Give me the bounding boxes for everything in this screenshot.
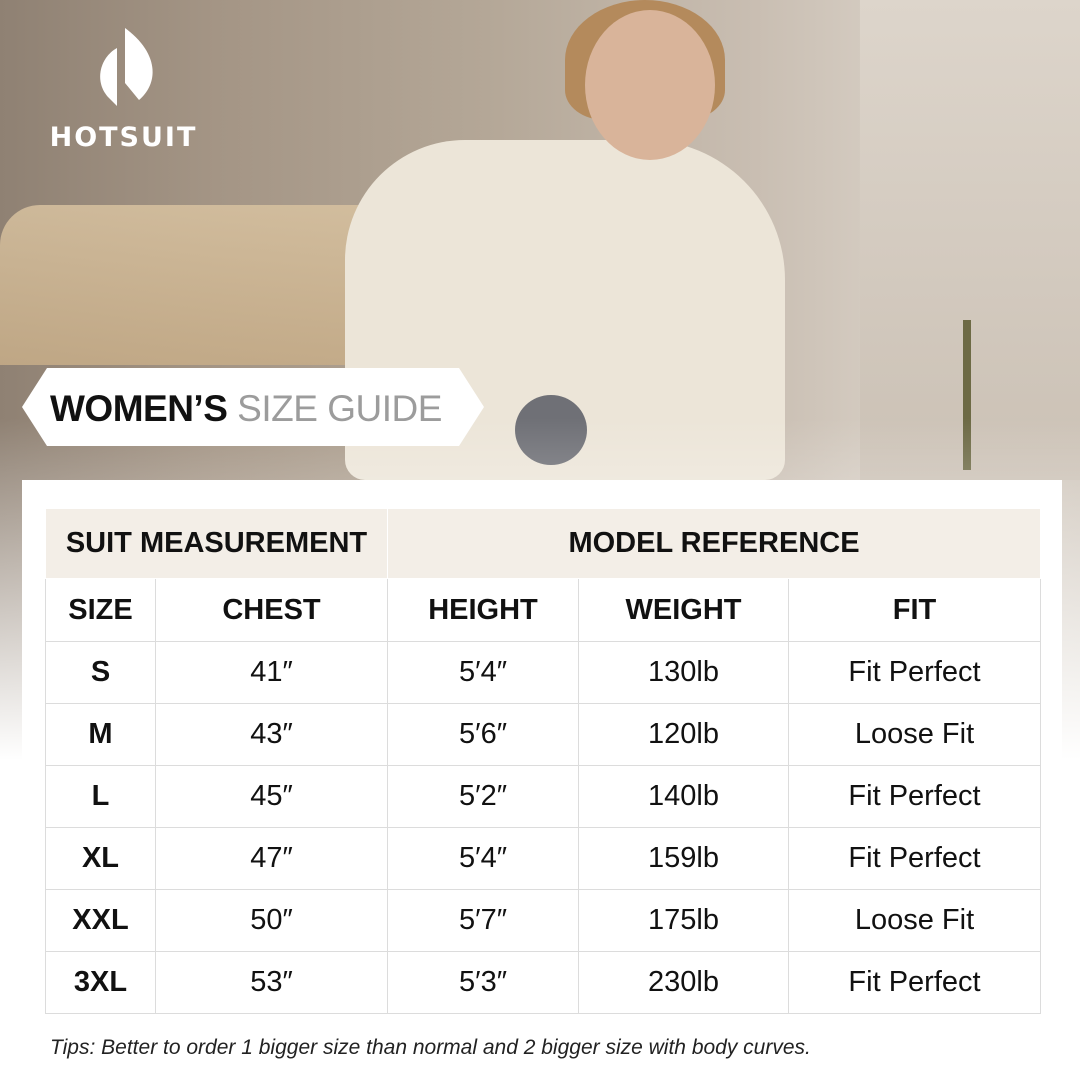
cell-chest: 47″ [155,827,388,890]
cell-fit: Fit Perfect [788,765,1041,828]
col-height: HEIGHT [387,578,579,642]
column-header-row: SIZE CHEST HEIGHT WEIGHT FIT [45,578,1041,642]
page-title: WOMEN’S SIZE GUIDE [50,388,442,430]
table-row: L 45″ 5′2″ 140lb Fit Perfect [45,765,1041,828]
background-photo [0,0,1080,760]
cell-weight: 230lb [578,951,789,1014]
cell-chest: 53″ [155,951,388,1014]
plant [963,320,971,470]
table-row: XL 47″ 5′4″ 159lb Fit Perfect [45,827,1041,890]
cell-size: XXL [45,889,156,952]
cell-height: 5′6″ [387,703,579,766]
table-row: S 41″ 5′4″ 130lb Fit Perfect [45,641,1041,704]
col-fit: FIT [788,578,1041,642]
group-model-reference: MODEL REFERENCE [387,508,1041,579]
dumbbell [515,395,587,465]
cell-height: 5′7″ [387,889,579,952]
cell-height: 5′4″ [387,827,579,890]
cell-size: L [45,765,156,828]
cell-size: XL [45,827,156,890]
group-suit-measurement: SUIT MEASUREMENT [45,508,388,579]
cell-weight: 140lb [578,765,789,828]
table-row: XXL 50″ 5′7″ 175lb Loose Fit [45,889,1041,952]
cell-size: 3XL [45,951,156,1014]
cell-weight: 159lb [578,827,789,890]
cell-weight: 130lb [578,641,789,704]
col-weight: WEIGHT [578,578,789,642]
logo-text: HOTSUIT [49,122,198,153]
cell-chest: 45″ [155,765,388,828]
cell-chest: 50″ [155,889,388,952]
col-chest: CHEST [155,578,388,642]
title-bold: WOMEN’S [50,388,228,429]
brand-logo: HOTSUIT [36,28,211,153]
size-table: SUIT MEASUREMENT MODEL REFERENCE SIZE CH… [45,508,1041,1014]
table-row: 3XL 53″ 5′3″ 230lb Fit Perfect [45,951,1041,1014]
model-head [585,10,715,160]
cell-fit: Loose Fit [788,703,1041,766]
headboard [0,205,520,365]
cell-weight: 120lb [578,703,789,766]
cell-size: M [45,703,156,766]
tips-note: Tips: Better to order 1 bigger size than… [50,1036,811,1059]
wall [860,0,1080,480]
cell-height: 5′3″ [387,951,579,1014]
leaf-logo-icon [99,28,153,106]
group-header-row: SUIT MEASUREMENT MODEL REFERENCE [45,508,1041,579]
cell-fit: Fit Perfect [788,827,1041,890]
cell-fit: Fit Perfect [788,641,1041,704]
col-size: SIZE [45,578,156,642]
cell-chest: 41″ [155,641,388,704]
cell-height: 5′2″ [387,765,579,828]
cell-height: 5′4″ [387,641,579,704]
cell-fit: Loose Fit [788,889,1041,952]
cell-fit: Fit Perfect [788,951,1041,1014]
model-hair [565,0,725,120]
title-light: SIZE GUIDE [237,388,442,429]
title-banner [22,368,484,446]
cell-size: S [45,641,156,704]
cell-weight: 175lb [578,889,789,952]
table-row: M 43″ 5′6″ 120lb Loose Fit [45,703,1041,766]
cell-chest: 43″ [155,703,388,766]
